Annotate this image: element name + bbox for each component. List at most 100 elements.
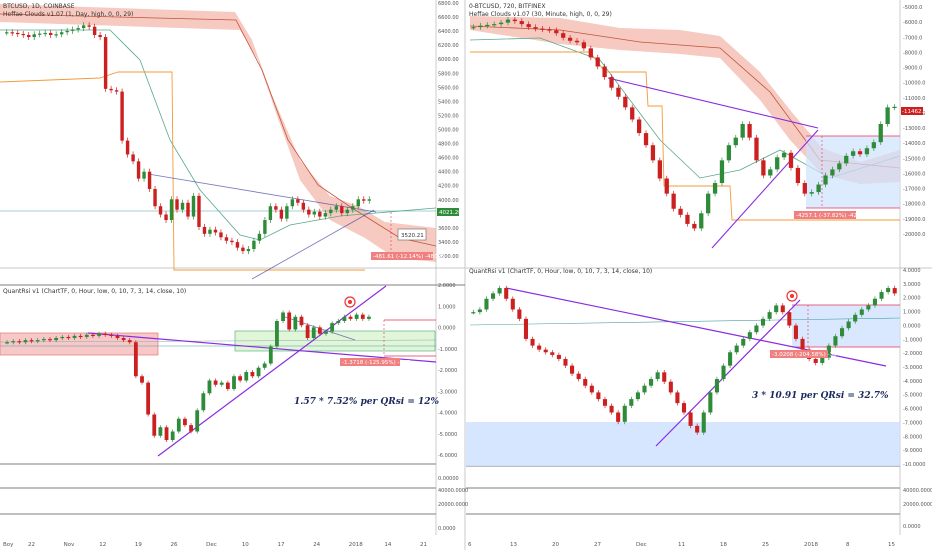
y-tick-label: -5.0000	[903, 393, 922, 399]
y-tick-label: -2.0000	[903, 351, 922, 357]
br-candle	[787, 312, 792, 326]
bl-annotation-note: 1.57 * 7.52% per QRsi = 12%	[294, 397, 440, 407]
y-tick-label: -20000.0	[903, 232, 925, 238]
bl-candle	[287, 312, 292, 330]
tr-candle	[567, 37, 573, 41]
tr-candle	[816, 184, 821, 193]
br-candle	[510, 298, 515, 310]
br-candle	[543, 349, 548, 353]
tr-candle	[775, 157, 780, 170]
x-tick-label: Dec	[206, 542, 217, 548]
tl-candle	[43, 32, 47, 35]
tl-candle	[186, 202, 190, 217]
x-tick-label: 14	[384, 542, 391, 548]
bl-candle	[41, 339, 46, 341]
x-tick-label: 2018	[349, 542, 363, 548]
y-tick-label: -17000.0	[903, 187, 925, 193]
y-tick-label: -6.0000	[903, 407, 922, 413]
tl-candle	[296, 199, 300, 203]
br-candle	[774, 305, 779, 313]
tr-candle	[498, 22, 504, 25]
br-candle	[537, 345, 542, 350]
tl-candle	[180, 202, 185, 210]
x-tick-label: 6	[468, 542, 472, 548]
y-tick-label: -16000.0	[903, 171, 925, 177]
bl-range-label-bg	[340, 358, 400, 366]
bl-range-label: -1.3718 (-125.95%) -137	[342, 360, 410, 366]
bl-candle	[342, 316, 347, 321]
tr-candle	[809, 192, 814, 194]
x-tick-label: 24	[313, 542, 320, 548]
bl-candle	[207, 380, 212, 394]
bl-candle	[348, 316, 353, 319]
bl-candle	[219, 382, 224, 385]
tr-candle	[761, 160, 766, 176]
br-candle	[780, 305, 785, 313]
tr-candle	[623, 96, 628, 108]
tl-candle	[120, 91, 124, 141]
x-tick-label: 26	[171, 542, 178, 548]
tr-range-label: -4257.1 (-37.82%) -42573	[796, 213, 868, 219]
bl-candle	[250, 372, 255, 377]
bl-candle	[201, 393, 206, 411]
br-range-box	[792, 305, 900, 347]
bl-candle	[66, 336, 71, 339]
bl-candle	[60, 336, 65, 339]
tr-candle	[664, 178, 669, 194]
br-candle	[866, 305, 871, 310]
tr-candle	[650, 145, 656, 161]
tr-candle	[512, 19, 518, 22]
y-tick-label: 6600.00	[438, 15, 459, 21]
tl-candle	[230, 240, 234, 243]
bl-candle	[48, 339, 52, 341]
y-tick-label: 5400.00	[438, 99, 459, 105]
tl-candle	[263, 220, 267, 234]
tr-candle	[740, 124, 745, 138]
y-tick-label: -15000.0	[903, 156, 925, 162]
tl-candle	[268, 206, 273, 221]
tl-candle	[142, 171, 146, 179]
y-tick-label: 5200.00	[438, 113, 459, 119]
br-candle	[550, 352, 555, 355]
br-range-label: -3.0208 (-204.58%) -30	[772, 352, 837, 358]
bl-candle	[268, 346, 273, 364]
tl-candle	[301, 202, 306, 210]
br-candle	[721, 365, 726, 380]
x-tick-label: 8	[846, 542, 850, 548]
bl-candle	[324, 331, 328, 334]
tl-candle	[312, 211, 317, 215]
tl-candle	[92, 26, 97, 35]
br-candle	[484, 298, 489, 310]
bl-corner-label: Boy	[3, 542, 14, 548]
bl-candle	[84, 334, 89, 337]
tr-candle	[588, 48, 593, 58]
bl-candle	[152, 414, 157, 436]
y-tick-label: -5.0000	[438, 432, 457, 438]
tr-candle	[781, 152, 787, 158]
tl-candle	[21, 33, 25, 36]
x-tick-label: 15	[888, 542, 895, 548]
br-candle	[589, 385, 594, 393]
tl-candle	[274, 206, 278, 210]
br-candle	[642, 385, 647, 393]
tl-candle	[164, 214, 168, 221]
tr-candle	[719, 160, 725, 184]
bl-candle	[213, 380, 218, 385]
tl-measure-value: 3520.21	[401, 233, 424, 239]
tl-candle	[362, 199, 366, 201]
y-tick-label: 4200.00	[438, 184, 459, 190]
y-tick-label: 0.0000	[903, 323, 921, 329]
tr-range-box	[806, 136, 900, 208]
tr-candle	[602, 66, 607, 78]
y-tick-label: -5000.0	[903, 5, 922, 11]
tr-header-symbol: 0-BTCUSD, 720, BITFINEX	[469, 3, 545, 10]
tl-candle	[213, 229, 218, 233]
bl-candle	[54, 338, 59, 341]
bl-candle	[299, 316, 304, 326]
tl-candle	[169, 199, 174, 221]
tr-candle	[837, 163, 842, 170]
br-candle	[497, 288, 502, 294]
br-header-indicator: QuantRsi v1 (ChartTF, 0, Hour, low, 0, 1…	[469, 268, 652, 275]
bl-candle	[225, 382, 230, 389]
tl-candle	[76, 28, 80, 30]
